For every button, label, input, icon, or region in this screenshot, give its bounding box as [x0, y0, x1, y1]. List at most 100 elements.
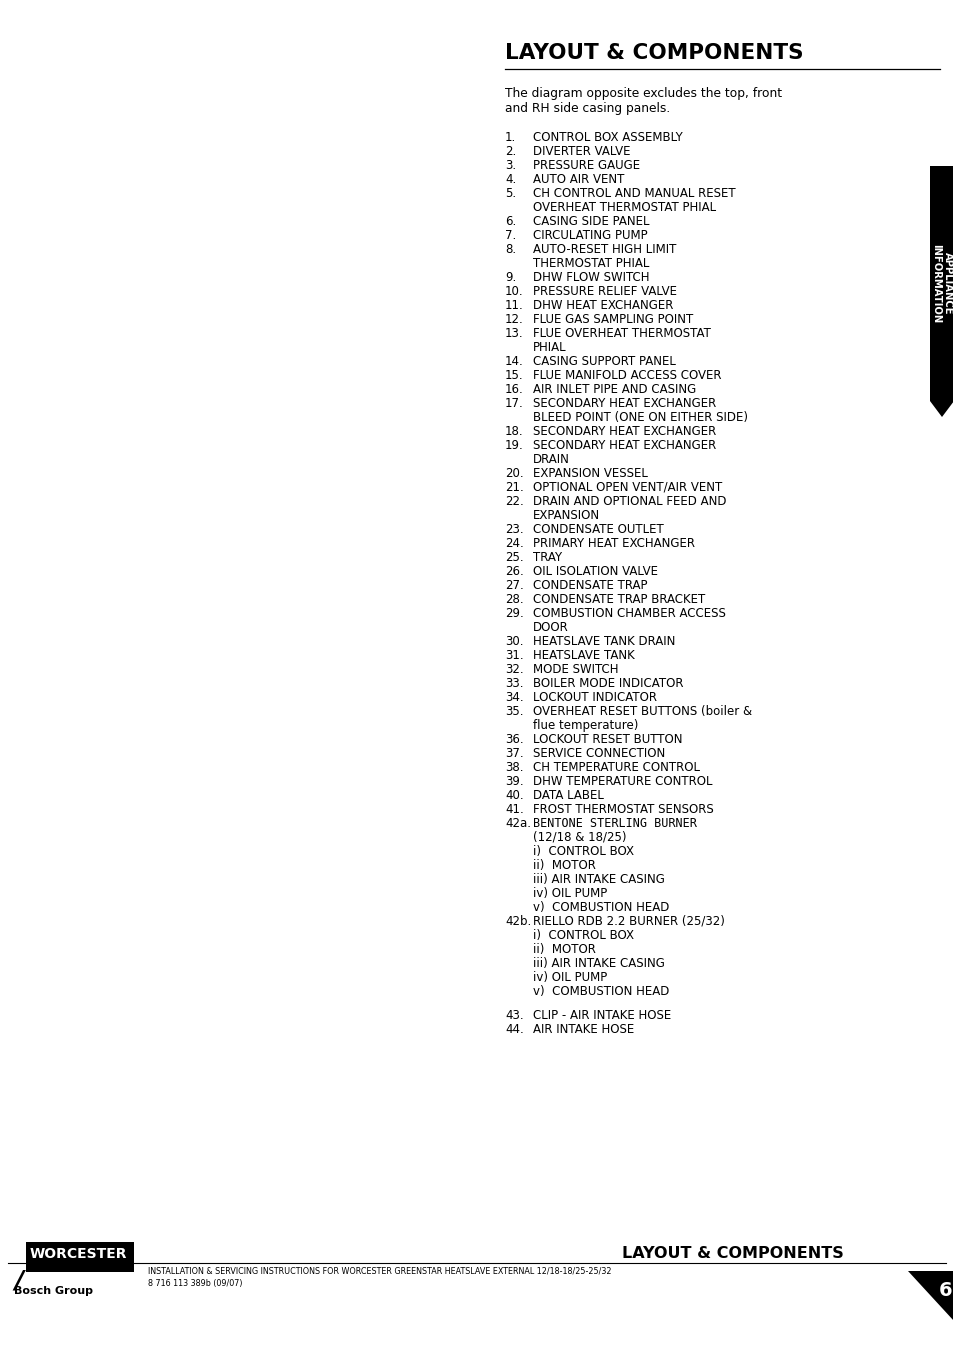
Text: CONTROL BOX ASSEMBLY: CONTROL BOX ASSEMBLY — [533, 131, 682, 145]
Polygon shape — [907, 1271, 953, 1321]
Text: 29.: 29. — [504, 607, 523, 620]
Text: 8.: 8. — [504, 243, 516, 255]
Text: BENTONE STERLING BURNER: BENTONE STERLING BURNER — [533, 817, 696, 830]
Text: CIRCULATING PUMP: CIRCULATING PUMP — [533, 230, 647, 242]
Text: DHW FLOW SWITCH: DHW FLOW SWITCH — [533, 272, 649, 284]
Text: PRESSURE RELIEF VALVE: PRESSURE RELIEF VALVE — [533, 285, 677, 299]
Text: HEATSLAVE TANK DRAIN: HEATSLAVE TANK DRAIN — [533, 635, 675, 648]
Text: 18.: 18. — [504, 426, 523, 438]
Text: AIR INLET PIPE AND CASING: AIR INLET PIPE AND CASING — [533, 382, 696, 396]
Text: The diagram opposite excludes the top, front: The diagram opposite excludes the top, f… — [504, 86, 781, 100]
Text: BLEED POINT (ONE ON EITHER SIDE): BLEED POINT (ONE ON EITHER SIDE) — [533, 411, 747, 424]
Text: 36.: 36. — [504, 734, 523, 746]
Text: SERVICE CONNECTION: SERVICE CONNECTION — [533, 747, 664, 761]
Text: 14.: 14. — [504, 355, 523, 367]
Text: AUTO-RESET HIGH LIMIT: AUTO-RESET HIGH LIMIT — [533, 243, 676, 255]
Text: BOILER MODE INDICATOR: BOILER MODE INDICATOR — [533, 677, 682, 690]
Text: 13.: 13. — [504, 327, 523, 340]
Text: 24.: 24. — [504, 536, 523, 550]
Text: SECONDARY HEAT EXCHANGER: SECONDARY HEAT EXCHANGER — [533, 439, 716, 453]
Text: LOCKOUT INDICATOR: LOCKOUT INDICATOR — [533, 690, 657, 704]
Text: WORCESTER: WORCESTER — [30, 1247, 128, 1260]
Text: SECONDARY HEAT EXCHANGER: SECONDARY HEAT EXCHANGER — [533, 397, 716, 409]
Text: CASING SUPPORT PANEL: CASING SUPPORT PANEL — [533, 355, 675, 367]
Text: 22.: 22. — [504, 494, 523, 508]
Text: LAYOUT & COMPONENTS: LAYOUT & COMPONENTS — [621, 1247, 842, 1262]
Text: and RH side casing panels.: and RH side casing panels. — [504, 101, 670, 115]
Text: PRESSURE GAUGE: PRESSURE GAUGE — [533, 159, 639, 172]
Text: 16.: 16. — [504, 382, 523, 396]
Bar — [929, 166, 953, 401]
Text: FROST THERMOSTAT SENSORS: FROST THERMOSTAT SENSORS — [533, 802, 713, 816]
Text: iii) AIR INTAKE CASING: iii) AIR INTAKE CASING — [533, 957, 664, 970]
Text: iv) OIL PUMP: iv) OIL PUMP — [533, 888, 607, 900]
Text: 9.: 9. — [504, 272, 516, 284]
Text: SECONDARY HEAT EXCHANGER: SECONDARY HEAT EXCHANGER — [533, 426, 716, 438]
Text: 42a.: 42a. — [504, 817, 531, 830]
Text: 31.: 31. — [504, 648, 523, 662]
Text: DATA LABEL: DATA LABEL — [533, 789, 603, 802]
Text: 27.: 27. — [504, 580, 523, 592]
Text: CLIP - AIR INTAKE HOSE: CLIP - AIR INTAKE HOSE — [533, 1009, 671, 1021]
Text: 34.: 34. — [504, 690, 523, 704]
Text: 43.: 43. — [504, 1009, 523, 1021]
Text: ii)  MOTOR: ii) MOTOR — [533, 943, 596, 957]
Text: iv) OIL PUMP: iv) OIL PUMP — [533, 971, 607, 984]
Text: 39.: 39. — [504, 775, 523, 788]
Text: CONDENSATE TRAP BRACKET: CONDENSATE TRAP BRACKET — [533, 593, 704, 607]
Text: DIVERTER VALVE: DIVERTER VALVE — [533, 145, 630, 158]
Text: OVERHEAT THERMOSTAT PHIAL: OVERHEAT THERMOSTAT PHIAL — [533, 201, 716, 213]
Text: CH TEMPERATURE CONTROL: CH TEMPERATURE CONTROL — [533, 761, 700, 774]
Text: 6: 6 — [938, 1281, 952, 1300]
Text: CH CONTROL AND MANUAL RESET: CH CONTROL AND MANUAL RESET — [533, 186, 735, 200]
Text: 19.: 19. — [504, 439, 523, 453]
Text: 38.: 38. — [504, 761, 523, 774]
Text: PRIMARY HEAT EXCHANGER: PRIMARY HEAT EXCHANGER — [533, 536, 695, 550]
Text: (12/18 & 18/25): (12/18 & 18/25) — [533, 831, 626, 844]
Text: CONDENSATE TRAP: CONDENSATE TRAP — [533, 580, 647, 592]
Text: 11.: 11. — [504, 299, 523, 312]
Text: 8 716 113 389b (09/07): 8 716 113 389b (09/07) — [148, 1279, 242, 1288]
Text: CONDENSATE OUTLET: CONDENSATE OUTLET — [533, 523, 663, 536]
Text: 26.: 26. — [504, 565, 523, 578]
Text: 12.: 12. — [504, 313, 523, 326]
Text: 6.: 6. — [504, 215, 516, 228]
Text: DHW TEMPERATURE CONTROL: DHW TEMPERATURE CONTROL — [533, 775, 712, 788]
Bar — [26, 1242, 133, 1273]
Text: 23.: 23. — [504, 523, 523, 536]
Text: CASING SIDE PANEL: CASING SIDE PANEL — [533, 215, 649, 228]
Text: OVERHEAT RESET BUTTONS (boiler &: OVERHEAT RESET BUTTONS (boiler & — [533, 705, 751, 717]
Text: 3.: 3. — [504, 159, 516, 172]
Text: v)  COMBUSTION HEAD: v) COMBUSTION HEAD — [533, 901, 669, 915]
Text: 33.: 33. — [504, 677, 523, 690]
Text: THERMOSTAT PHIAL: THERMOSTAT PHIAL — [533, 257, 649, 270]
Text: DOOR: DOOR — [533, 621, 568, 634]
Text: EXPANSION: EXPANSION — [533, 509, 599, 521]
Text: AIR INTAKE HOSE: AIR INTAKE HOSE — [533, 1023, 634, 1036]
Text: MODE SWITCH: MODE SWITCH — [533, 663, 618, 676]
Text: 35.: 35. — [504, 705, 523, 717]
Text: /: / — [14, 1269, 23, 1292]
Text: 37.: 37. — [504, 747, 523, 761]
Text: 28.: 28. — [504, 593, 523, 607]
Polygon shape — [929, 401, 953, 417]
Text: OPTIONAL OPEN VENT/AIR VENT: OPTIONAL OPEN VENT/AIR VENT — [533, 481, 721, 494]
Bar — [8, 61, 476, 1251]
Text: 1.: 1. — [504, 131, 516, 145]
Text: FLUE MANIFOLD ACCESS COVER: FLUE MANIFOLD ACCESS COVER — [533, 369, 720, 382]
Text: COMBUSTION CHAMBER ACCESS: COMBUSTION CHAMBER ACCESS — [533, 607, 725, 620]
Text: 15.: 15. — [504, 369, 523, 382]
Text: DRAIN: DRAIN — [533, 453, 569, 466]
Text: RIELLO RDB 2.2 BURNER (25/32): RIELLO RDB 2.2 BURNER (25/32) — [533, 915, 724, 928]
Text: iii) AIR INTAKE CASING: iii) AIR INTAKE CASING — [533, 873, 664, 886]
Text: 10.: 10. — [504, 285, 523, 299]
Text: i)  CONTROL BOX: i) CONTROL BOX — [533, 844, 634, 858]
Text: HEATSLAVE TANK: HEATSLAVE TANK — [533, 648, 634, 662]
Text: APPLIANCE
INFORMATION: APPLIANCE INFORMATION — [930, 245, 952, 323]
Text: DRAIN AND OPTIONAL FEED AND: DRAIN AND OPTIONAL FEED AND — [533, 494, 726, 508]
Text: 44.: 44. — [504, 1023, 523, 1036]
Text: 21.: 21. — [504, 481, 523, 494]
Text: LAYOUT & COMPONENTS: LAYOUT & COMPONENTS — [504, 43, 802, 63]
Text: INSTALLATION & SERVICING INSTRUCTIONS FOR WORCESTER GREENSTAR HEATSLAVE EXTERNAL: INSTALLATION & SERVICING INSTRUCTIONS FO… — [148, 1266, 611, 1275]
Text: 42b.: 42b. — [504, 915, 531, 928]
